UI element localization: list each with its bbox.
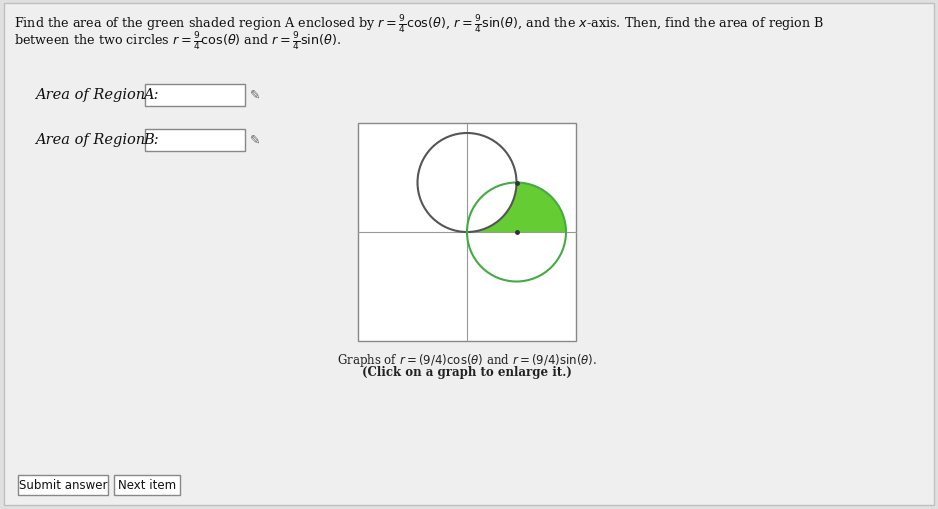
Text: ✎: ✎ xyxy=(250,133,261,146)
Text: between the two circles $r = \frac{9}{4}\cos(\theta)$ and $r = \frac{9}{4}\sin(\: between the two circles $r = \frac{9}{4}… xyxy=(14,30,341,52)
Text: Area of Region: Area of Region xyxy=(35,133,150,147)
FancyBboxPatch shape xyxy=(4,4,934,505)
Text: B:: B: xyxy=(143,133,159,147)
Text: ✎: ✎ xyxy=(250,89,261,101)
FancyBboxPatch shape xyxy=(145,130,245,152)
Text: (Click on a graph to enlarge it.): (Click on a graph to enlarge it.) xyxy=(362,365,572,378)
FancyBboxPatch shape xyxy=(145,85,245,107)
FancyBboxPatch shape xyxy=(114,475,180,495)
FancyBboxPatch shape xyxy=(18,475,108,495)
Text: Graphs of $r = (9/4)\cos(\theta)$ and $r = (9/4)\sin(\theta)$.: Graphs of $r = (9/4)\cos(\theta)$ and $r… xyxy=(337,351,598,369)
FancyBboxPatch shape xyxy=(358,124,576,342)
Polygon shape xyxy=(467,183,566,233)
Text: Submit answer: Submit answer xyxy=(19,478,107,492)
Text: Area of Region: Area of Region xyxy=(35,88,150,102)
Text: Find the area of the green shaded region A enclosed by $r = \frac{9}{4}\cos(\the: Find the area of the green shaded region… xyxy=(14,13,825,35)
Text: Next item: Next item xyxy=(118,478,176,492)
Text: A:: A: xyxy=(143,88,159,102)
